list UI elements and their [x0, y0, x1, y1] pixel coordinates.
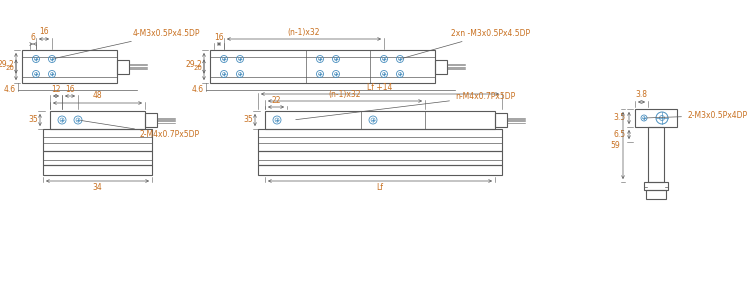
- Text: 12: 12: [51, 85, 61, 94]
- Text: (n-1)x32: (n-1)x32: [328, 90, 362, 99]
- Text: 59: 59: [610, 140, 620, 149]
- Text: 48: 48: [93, 92, 102, 100]
- Bar: [646, 190, 666, 199]
- Text: 2-M4x0.7Px5DP: 2-M4x0.7Px5DP: [81, 120, 200, 139]
- Bar: [43, 165, 152, 175]
- Text: 22: 22: [272, 96, 280, 105]
- Bar: [635, 109, 677, 127]
- Text: 35: 35: [243, 116, 253, 124]
- Bar: [210, 50, 435, 83]
- Text: 2xn -M3x0.5Px4.5DP: 2xn -M3x0.5Px4.5DP: [403, 29, 530, 58]
- Bar: [258, 165, 502, 175]
- Text: 4-M3x0.5Px4.5DP: 4-M3x0.5Px4.5DP: [55, 29, 200, 58]
- Text: 35: 35: [28, 116, 38, 124]
- Bar: [644, 182, 668, 190]
- Text: 3.5: 3.5: [614, 113, 626, 122]
- Bar: [43, 151, 152, 165]
- Text: 2-M3x0.5Px4DP: 2-M3x0.5Px4DP: [646, 111, 747, 120]
- Bar: [145, 113, 157, 127]
- Bar: [50, 111, 145, 129]
- Text: 34: 34: [93, 184, 102, 193]
- Text: 16: 16: [214, 32, 223, 41]
- Text: 6: 6: [31, 32, 35, 41]
- Bar: [258, 151, 502, 165]
- Text: 4.6: 4.6: [4, 85, 16, 94]
- Text: 6.5: 6.5: [614, 130, 626, 139]
- Bar: [258, 129, 502, 151]
- Bar: [648, 127, 664, 182]
- Text: 29.2: 29.2: [0, 60, 14, 69]
- Text: (n-1)x32: (n-1)x32: [288, 28, 320, 37]
- Bar: [435, 59, 447, 74]
- Bar: [22, 50, 117, 83]
- Bar: [495, 113, 507, 127]
- Text: 29.2: 29.2: [185, 60, 202, 69]
- Text: 20: 20: [5, 65, 14, 71]
- Text: 20: 20: [194, 65, 202, 71]
- Text: 16: 16: [65, 85, 75, 94]
- Bar: [117, 59, 129, 74]
- Text: 16: 16: [39, 28, 49, 37]
- Text: Lf +14: Lf +14: [368, 83, 393, 92]
- Bar: [265, 111, 495, 129]
- Text: 3.8: 3.8: [635, 90, 647, 99]
- Text: n-M4x0.7Px5DP: n-M4x0.7Px5DP: [296, 92, 515, 120]
- Text: Lf: Lf: [376, 184, 383, 193]
- Text: 4.6: 4.6: [192, 85, 204, 94]
- Bar: [43, 129, 152, 151]
